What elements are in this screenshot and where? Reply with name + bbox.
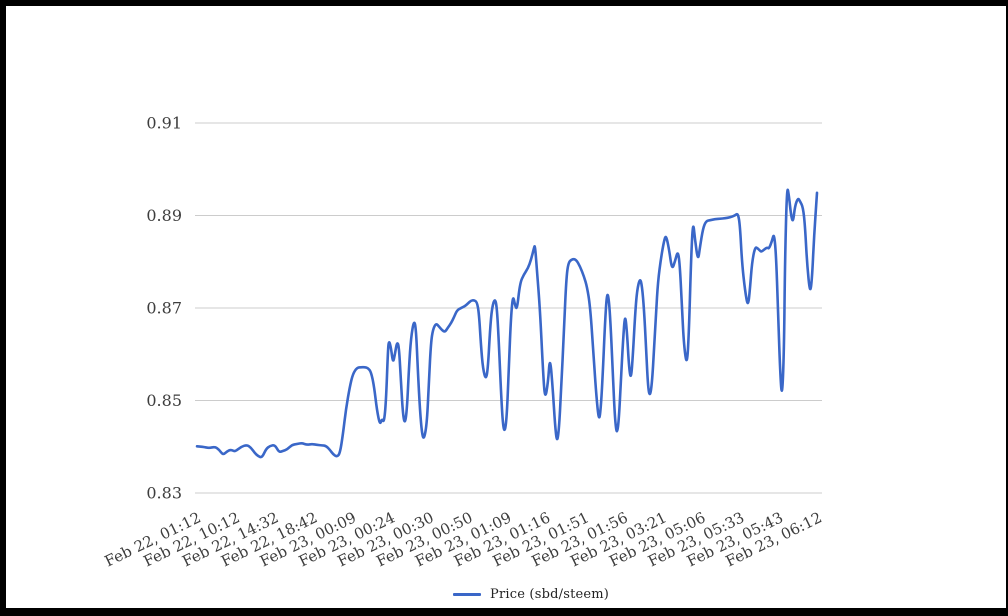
y-axis-label: 0.89 [146,206,182,225]
y-axis-label: 0.91 [146,114,182,133]
y-axis-label: 0.85 [146,391,182,410]
price-line-path [195,188,819,459]
y-axis-label: 0.83 [146,484,182,503]
y-axis-label: 0.87 [146,299,182,318]
